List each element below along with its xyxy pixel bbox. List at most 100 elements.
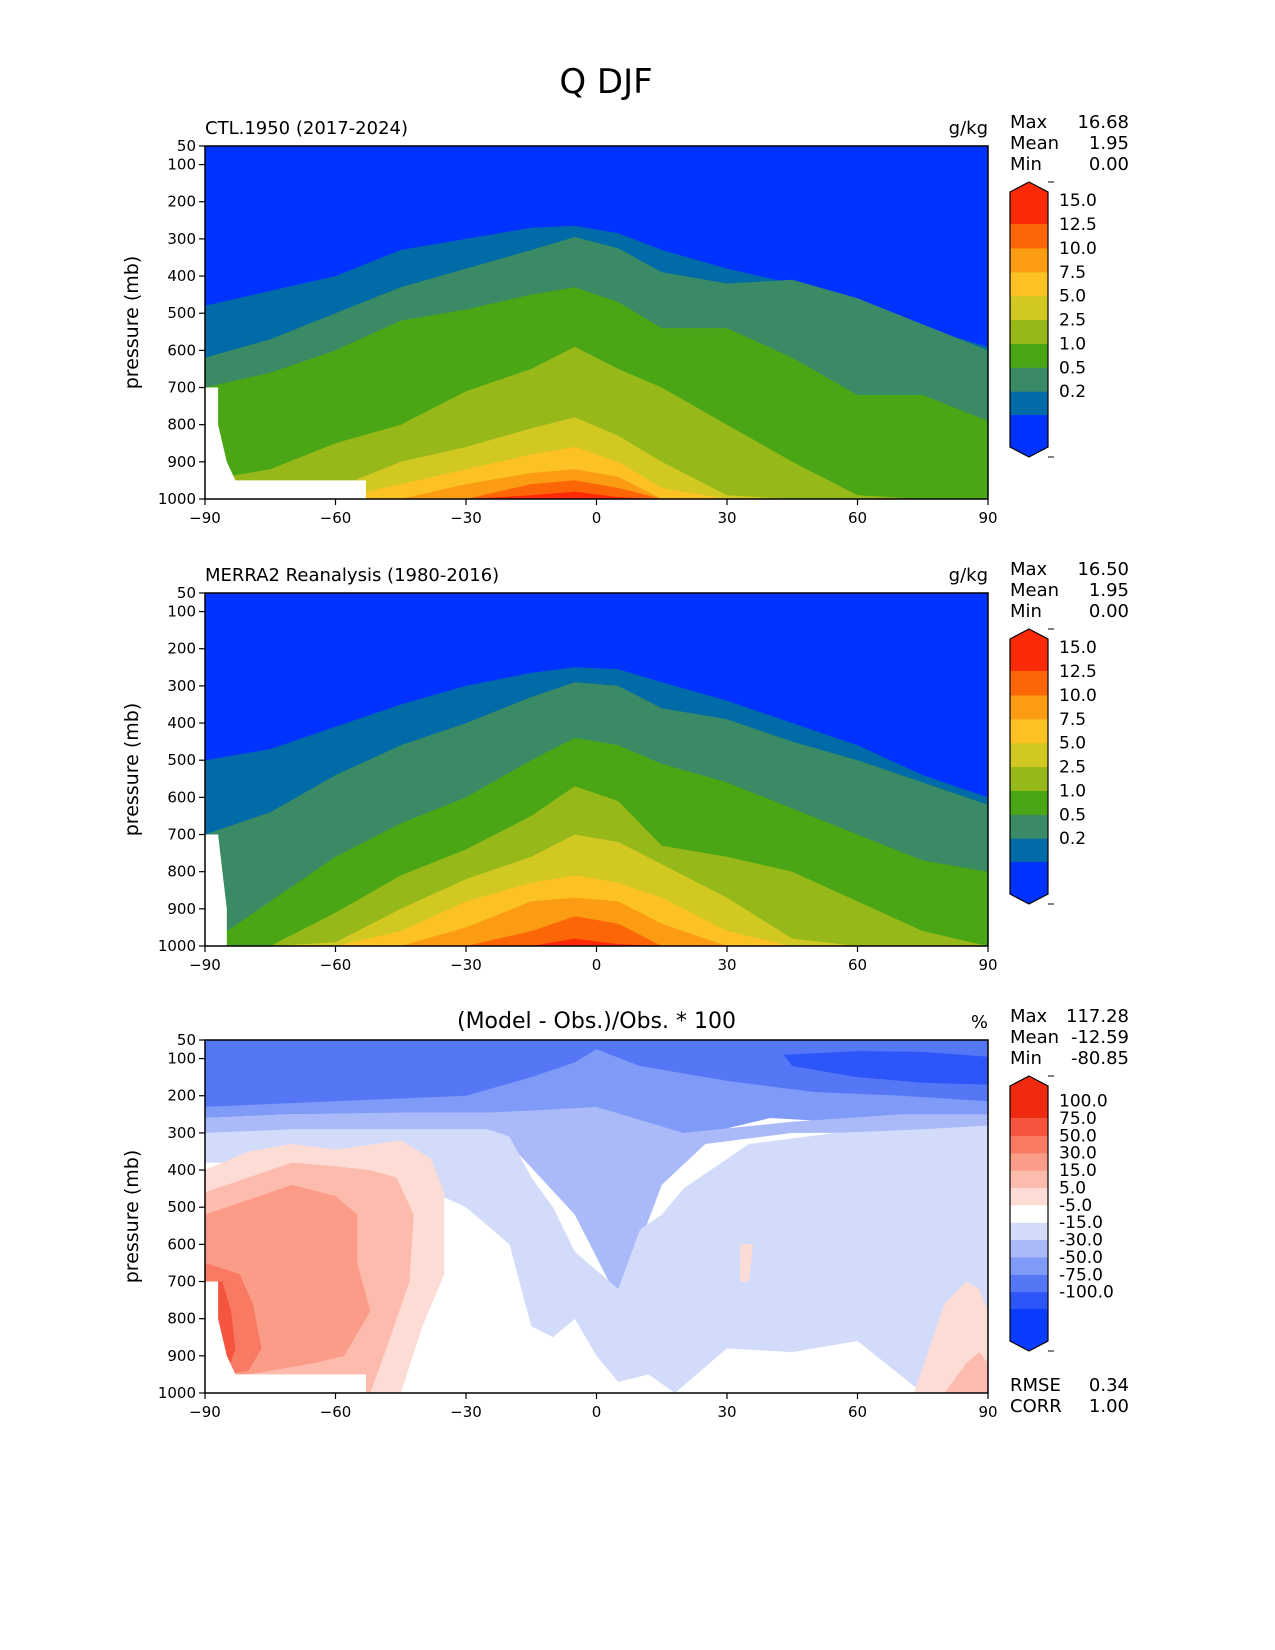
- footer-stat-value: 0.34: [1089, 1375, 1129, 1396]
- colorbar-outline: [1009, 181, 1049, 458]
- units-label: g/kg: [949, 565, 988, 586]
- y-tick-label: 500: [167, 751, 196, 769]
- x-tick-label: 30: [717, 1403, 736, 1421]
- panel-title: MERRA2 Reanalysis (1980-2016): [205, 565, 499, 586]
- y-tick-label: 1000: [158, 1384, 196, 1402]
- colorbar-segment: [1010, 224, 1048, 249]
- y-tick-label: 100: [167, 156, 196, 174]
- y-axis-label: pressure (mb): [121, 703, 143, 837]
- y-tick-label: 900: [167, 900, 196, 918]
- colorbar-segment: [1010, 1135, 1048, 1154]
- colorbar-tick-label: 0.2: [1059, 382, 1086, 402]
- colorbar-extend-low: [1010, 1309, 1048, 1351]
- stat-value: 0.00: [1089, 601, 1129, 622]
- y-tick-label: 50: [177, 1031, 196, 1049]
- colorbar-tick-label: 15.0: [1059, 1161, 1097, 1181]
- x-tick-label: 90: [978, 1403, 997, 1421]
- stat-label: Max: [1010, 559, 1048, 580]
- colorbar-segment: [1010, 247, 1048, 273]
- colorbar-tick-label: 5.0: [1059, 734, 1086, 754]
- y-tick-label: 700: [167, 1273, 196, 1291]
- colorbar-segment: [1010, 814, 1048, 839]
- stat-value: -12.59: [1071, 1027, 1129, 1048]
- colorbar-extend-low: [1010, 862, 1048, 904]
- colorbar-segment: [1010, 1170, 1048, 1189]
- colorbar-tick-label: 15.0: [1059, 191, 1097, 211]
- colorbar-segment: [1010, 694, 1048, 720]
- colorbar-segment: [1010, 271, 1048, 297]
- colorbar-segment: [1010, 1291, 1048, 1310]
- footer-stats: RMSE 0.34 CORR 1.00: [1010, 1375, 1129, 1417]
- colorbar-tick-label: 50.0: [1059, 1126, 1097, 1146]
- stat-value: 1.95: [1089, 133, 1129, 154]
- stats-box: Max 16.50 Mean 1.95 Min 0.00: [1010, 559, 1129, 622]
- y-tick-label: 50: [177, 137, 196, 155]
- x-tick-label: −60: [320, 956, 352, 974]
- stat-value: 0.00: [1089, 154, 1129, 175]
- stat-label: Mean: [1010, 1027, 1059, 1048]
- colorbar-tick-label: -75.0: [1059, 1265, 1103, 1285]
- colorbar-tick-label: 10.0: [1059, 686, 1097, 706]
- footer-stat-label: CORR: [1010, 1396, 1062, 1417]
- x-tick-label: 0: [592, 1403, 602, 1421]
- colorbar-tick-label: 0.5: [1059, 358, 1086, 378]
- colorbar-tick-label: 2.5: [1059, 758, 1086, 778]
- y-tick-label: 200: [167, 640, 196, 658]
- y-tick-label: 200: [167, 1087, 196, 1105]
- colorbar-extend-high: [1010, 629, 1048, 671]
- colorbar-segment: [1010, 718, 1048, 744]
- stat-label: Min: [1010, 1048, 1042, 1069]
- colorbar-segment: [1010, 1187, 1048, 1206]
- colorbar-tick-label: 12.5: [1059, 662, 1097, 682]
- colorbar-segment: [1010, 343, 1048, 368]
- y-tick-label: 900: [167, 1347, 196, 1365]
- colorbar-tick-label: 5.0: [1059, 287, 1086, 307]
- contour-region: [205, 1106, 988, 1301]
- colorbar-segment: [1010, 1222, 1048, 1241]
- stat-label: Min: [1010, 601, 1042, 622]
- y-tick-label: 400: [167, 267, 196, 285]
- colorbar-tick-label: -50.0: [1059, 1248, 1103, 1268]
- colorbar-extend-high: [1010, 182, 1048, 224]
- y-tick-label: 700: [167, 826, 196, 844]
- y-tick-label: 200: [167, 193, 196, 211]
- colorbar-segment: [1010, 295, 1048, 321]
- stat-label: Min: [1010, 154, 1042, 175]
- colorbar-tick-label: 7.5: [1059, 263, 1086, 283]
- y-tick-label: 300: [167, 230, 196, 248]
- y-tick-label: 500: [167, 1198, 196, 1216]
- contour-band: [205, 491, 988, 499]
- x-tick-label: −60: [320, 1403, 352, 1421]
- stat-value: 16.50: [1077, 559, 1129, 580]
- y-tick-label: 800: [167, 1310, 196, 1328]
- colorbar-outline: [1009, 628, 1049, 905]
- x-tick-label: −30: [450, 956, 482, 974]
- panel-title: (Model - Obs.)/Obs. * 100: [457, 1009, 736, 1034]
- x-tick-label: −60: [320, 509, 352, 527]
- contour-region: [783, 1051, 988, 1085]
- colorbar-segment: [1010, 1204, 1048, 1223]
- missing-data-region: [205, 1281, 366, 1393]
- stat-value: -80.85: [1071, 1048, 1129, 1069]
- x-tick-label: 30: [717, 956, 736, 974]
- x-tick-label: 60: [848, 509, 867, 527]
- stat-value: 16.68: [1077, 112, 1129, 133]
- y-tick-label: 300: [167, 677, 196, 695]
- colorbar-segment: [1010, 838, 1048, 863]
- colorbar-tick-label: 1.0: [1059, 781, 1086, 801]
- footer-stat-label: RMSE: [1010, 1375, 1061, 1396]
- colorbar-tick-label: 10.0: [1059, 239, 1097, 259]
- units-label: %: [971, 1012, 988, 1033]
- y-tick-label: 800: [167, 416, 196, 434]
- colorbar-tick-label: 75.0: [1059, 1109, 1097, 1129]
- contour-region: [205, 1125, 988, 1393]
- colorbar-tick-label: 12.5: [1059, 215, 1097, 235]
- x-tick-label: 60: [848, 956, 867, 974]
- contour-region: [740, 1244, 754, 1282]
- x-tick-label: 0: [592, 956, 602, 974]
- colorbar-tick-label: 0.5: [1059, 805, 1086, 825]
